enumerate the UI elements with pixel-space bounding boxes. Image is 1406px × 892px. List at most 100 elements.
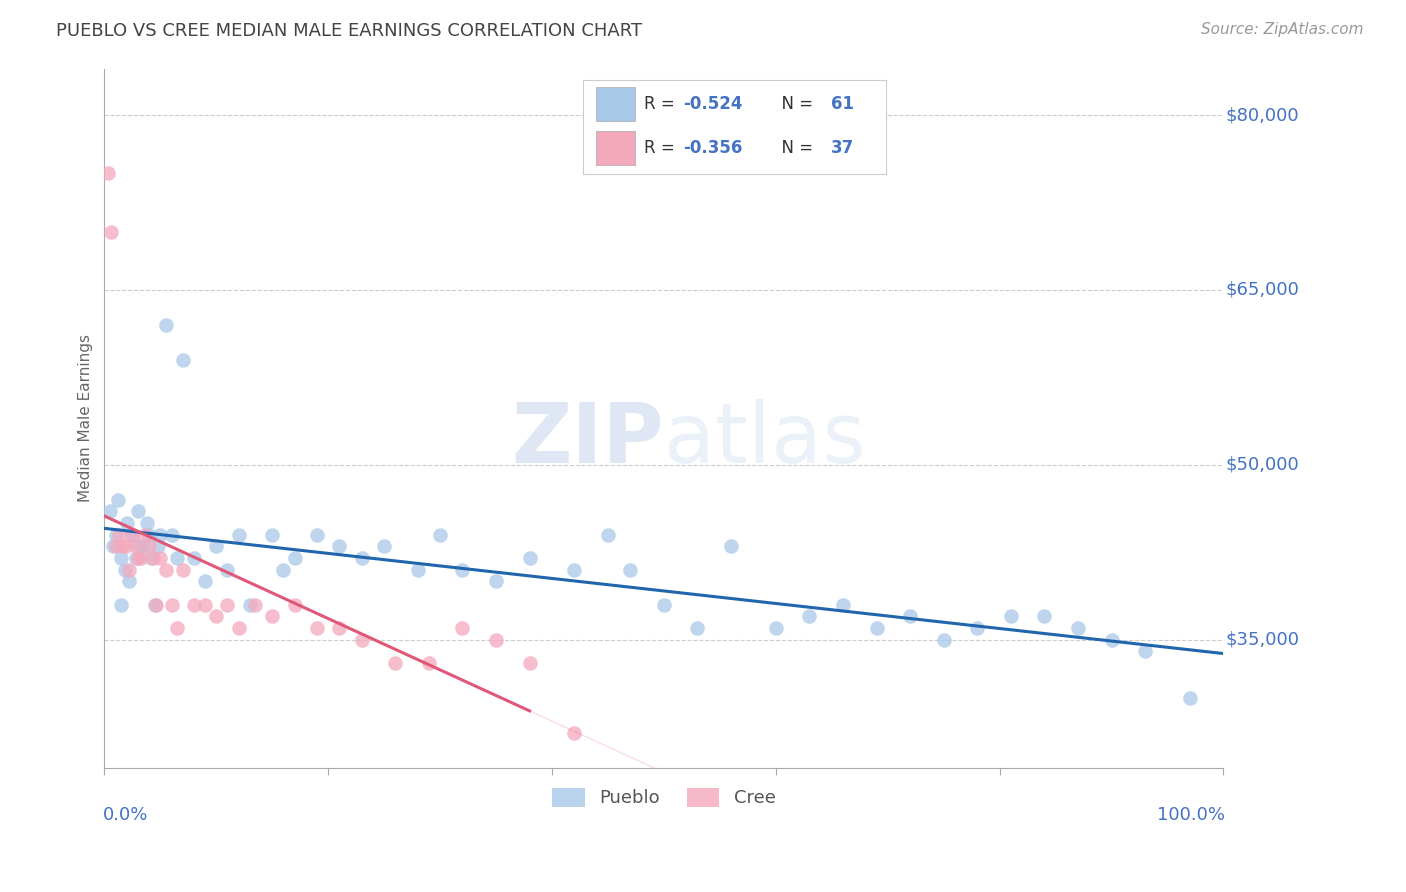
- Point: [652, 598, 675, 612]
- Text: 0.0%: 0.0%: [103, 806, 149, 824]
- Point: [765, 621, 787, 635]
- Point: [155, 318, 177, 332]
- Point: [686, 621, 709, 635]
- Point: [262, 527, 284, 541]
- Y-axis label: Median Male Earnings: Median Male Earnings: [79, 334, 93, 502]
- Point: [104, 527, 127, 541]
- Point: [865, 621, 887, 635]
- Point: [898, 609, 921, 624]
- Text: N =: N =: [770, 95, 818, 112]
- Text: R =: R =: [644, 139, 681, 157]
- Point: [145, 598, 167, 612]
- Point: [134, 527, 156, 541]
- Point: [166, 551, 188, 566]
- Point: [172, 563, 194, 577]
- Point: [183, 551, 205, 566]
- Point: [720, 539, 742, 553]
- Point: [115, 516, 138, 530]
- Point: [932, 632, 955, 647]
- Point: [194, 574, 217, 589]
- Point: [131, 551, 153, 566]
- Text: PUEBLO VS CREE MEDIAN MALE EARNINGS CORRELATION CHART: PUEBLO VS CREE MEDIAN MALE EARNINGS CORR…: [56, 22, 643, 40]
- Point: [1033, 609, 1056, 624]
- Text: atlas: atlas: [664, 399, 866, 480]
- Point: [138, 539, 160, 553]
- Text: $65,000: $65,000: [1226, 281, 1299, 299]
- Point: [108, 527, 131, 541]
- Point: [966, 621, 988, 635]
- Text: R =: R =: [644, 95, 681, 112]
- Point: [596, 527, 619, 541]
- Point: [284, 551, 307, 566]
- Point: [1000, 609, 1022, 624]
- Point: [127, 551, 149, 566]
- Point: [217, 598, 239, 612]
- Point: [111, 539, 134, 553]
- Point: [103, 539, 125, 553]
- Point: [245, 598, 267, 612]
- Point: [114, 563, 136, 577]
- Point: [619, 563, 641, 577]
- Point: [127, 504, 149, 518]
- Point: [141, 551, 163, 566]
- Point: [118, 574, 141, 589]
- Point: [284, 598, 307, 612]
- Text: -0.356: -0.356: [683, 139, 742, 157]
- Point: [384, 656, 406, 670]
- Point: [228, 527, 250, 541]
- Text: ZIP: ZIP: [512, 399, 664, 480]
- Point: [135, 516, 157, 530]
- Point: [138, 527, 160, 541]
- Point: [239, 598, 262, 612]
- Point: [194, 598, 217, 612]
- Text: N =: N =: [770, 139, 818, 157]
- Text: $80,000: $80,000: [1226, 106, 1299, 124]
- Point: [262, 609, 284, 624]
- Point: [373, 539, 395, 553]
- Point: [132, 539, 155, 553]
- Text: $50,000: $50,000: [1226, 456, 1299, 474]
- Point: [98, 504, 121, 518]
- Point: [485, 574, 508, 589]
- Point: [100, 225, 122, 239]
- Point: [146, 539, 169, 553]
- Point: [228, 621, 250, 635]
- Point: [799, 609, 821, 624]
- Point: [107, 492, 129, 507]
- Point: [418, 656, 440, 670]
- Point: [143, 598, 166, 612]
- Text: 37: 37: [831, 139, 855, 157]
- Point: [160, 527, 183, 541]
- Point: [406, 563, 429, 577]
- FancyBboxPatch shape: [596, 87, 636, 120]
- Point: [149, 527, 172, 541]
- Point: [328, 621, 350, 635]
- Point: [172, 352, 194, 367]
- Point: [485, 632, 508, 647]
- Point: [97, 166, 120, 180]
- Point: [1101, 632, 1123, 647]
- Point: [1178, 690, 1201, 705]
- Point: [350, 632, 373, 647]
- Point: [519, 656, 541, 670]
- Text: $35,000: $35,000: [1226, 631, 1299, 648]
- Point: [451, 621, 474, 635]
- Point: [183, 598, 205, 612]
- Point: [166, 621, 188, 635]
- Point: [1133, 644, 1156, 658]
- Point: [125, 539, 148, 553]
- Point: [110, 598, 132, 612]
- Point: [1067, 621, 1090, 635]
- Point: [217, 563, 239, 577]
- Point: [305, 621, 328, 635]
- Point: [104, 539, 127, 553]
- Point: [160, 598, 183, 612]
- Point: [832, 598, 855, 612]
- Point: [564, 563, 586, 577]
- Point: [451, 563, 474, 577]
- Point: [273, 563, 295, 577]
- Text: 100.0%: 100.0%: [1157, 806, 1225, 824]
- Point: [110, 551, 132, 566]
- Point: [519, 551, 541, 566]
- Point: [121, 527, 143, 541]
